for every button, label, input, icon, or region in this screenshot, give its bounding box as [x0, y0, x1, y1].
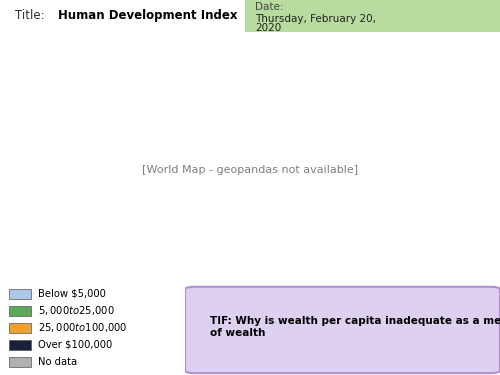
Text: Over $100,000: Over $100,000: [38, 340, 112, 350]
Text: $25,000 to $100,000: $25,000 to $100,000: [38, 321, 128, 334]
FancyBboxPatch shape: [9, 340, 30, 350]
FancyBboxPatch shape: [9, 357, 30, 367]
Text: [World Map - geopandas not available]: [World Map - geopandas not available]: [142, 165, 358, 175]
FancyBboxPatch shape: [9, 306, 30, 316]
Text: TIF: Why is wealth per capita inadequate as a measure of the spread
of wealth: TIF: Why is wealth per capita inadequate…: [210, 316, 500, 338]
Text: Date:: Date:: [255, 2, 284, 12]
Text: 2020: 2020: [255, 23, 281, 33]
Text: Below $5,000: Below $5,000: [38, 289, 106, 299]
FancyBboxPatch shape: [9, 323, 30, 333]
Text: $5,000 to $25,000: $5,000 to $25,000: [38, 304, 115, 317]
FancyBboxPatch shape: [9, 289, 30, 299]
Text: Human Development Index: Human Development Index: [58, 9, 237, 22]
Text: Silent Learn now: Describe the global distribution of wealth (4).: Silent Learn now: Describe the global di…: [8, 39, 360, 50]
FancyBboxPatch shape: [245, 0, 500, 32]
FancyBboxPatch shape: [185, 287, 500, 373]
Text: No data: No data: [38, 357, 77, 367]
Text: Thursday, February 20,: Thursday, February 20,: [255, 14, 376, 24]
Text: Title:: Title:: [15, 9, 44, 22]
